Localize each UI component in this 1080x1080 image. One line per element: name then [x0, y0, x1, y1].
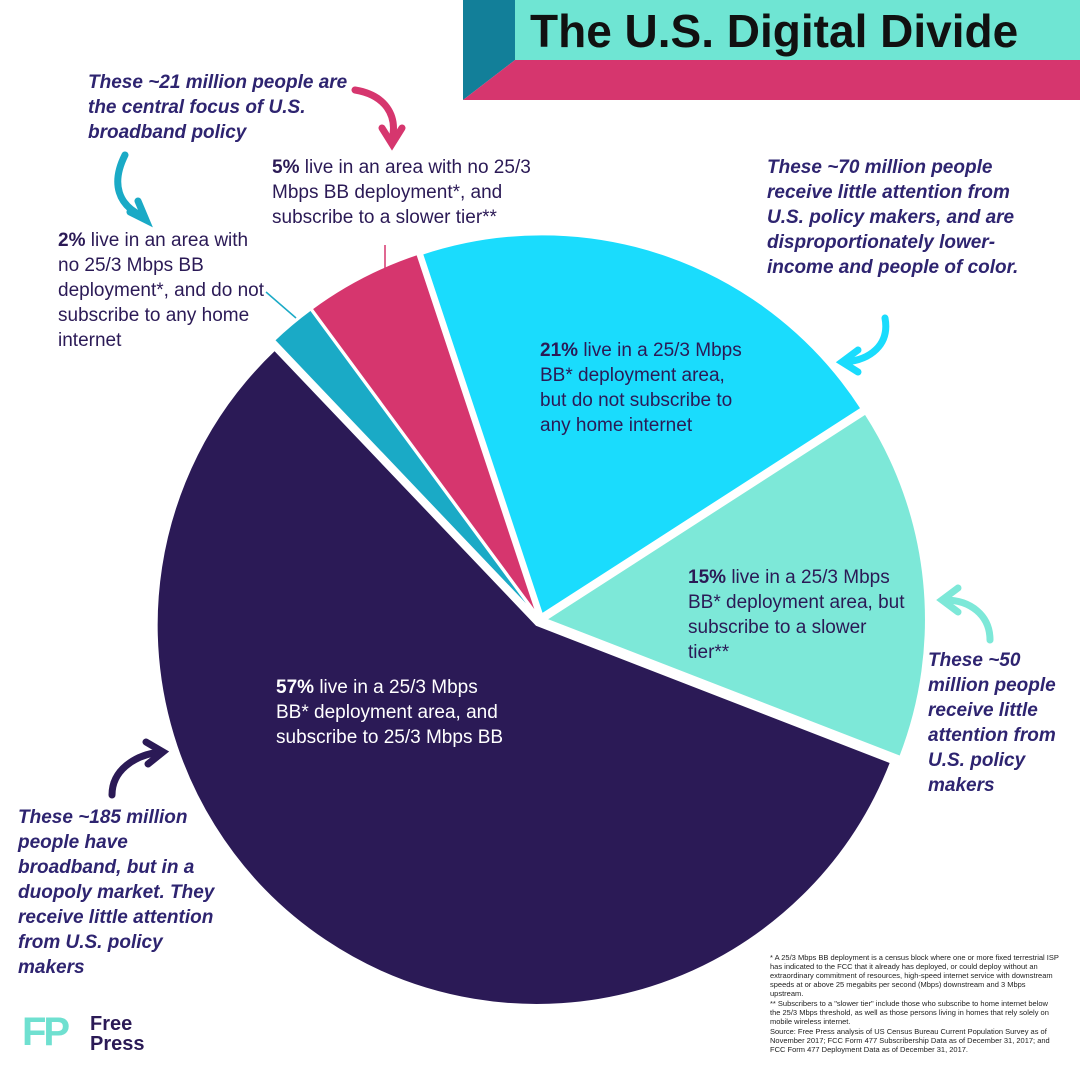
slice-label: 5% live in an area with no 25/3 Mbps BB … [272, 155, 572, 230]
annotation: These ~70 million people receive little … [767, 157, 1019, 278]
slice-value: 15% [688, 567, 727, 588]
slice-text: live in an area with no 25/3 Mbps BB dep… [272, 157, 531, 228]
arrow [351, 86, 397, 144]
logo-line: Free [90, 1013, 133, 1035]
logo-line: Press [90, 1033, 145, 1055]
logo-mark: FP [22, 1010, 70, 1054]
slice-value: 5% [272, 157, 300, 178]
footnote: ** Subscribers to a "slower tier" includ… [770, 999, 1049, 1026]
slice-label: 2% live in an area with no 25/3 Mbps BB … [58, 228, 273, 353]
slice-label: 15% live in a 25/3 Mbps BB* deployment a… [688, 565, 910, 665]
slice-text: live in a 25/3 Mbps BB* deployment area,… [688, 567, 905, 663]
leader-line [265, 291, 297, 319]
slice-text: live in an area with no 25/3 Mbps BB dep… [58, 230, 264, 351]
footnote: * A 25/3 Mbps BB deployment is a census … [770, 953, 1059, 998]
slice-value: 21% [540, 340, 579, 361]
arrow [841, 314, 890, 366]
slice-value: 2% [58, 230, 86, 251]
arrow [835, 346, 862, 376]
arrow [142, 738, 170, 768]
arrow [936, 584, 962, 616]
annotation: These ~50 million people receive little … [928, 650, 1056, 796]
arrow [941, 596, 994, 644]
footnote: Source: Free Press analysis of US Census… [770, 1027, 1050, 1054]
logo-text: Free Press [90, 1014, 145, 1054]
annotation: These ~185 million people have broadband… [18, 807, 215, 978]
pie-slice [543, 412, 927, 759]
chart-title: The U.S. Digital Divide [530, 5, 1019, 57]
pie-slice [310, 252, 539, 616]
slice-label: 57% live in a 25/3 Mbps BB* deployment a… [276, 675, 508, 750]
pie-slice [420, 233, 863, 616]
arrow [126, 197, 153, 228]
footnotes: * A 25/3 Mbps BB deployment is a census … [770, 953, 1060, 1055]
banner-block [463, 0, 515, 100]
arrow [378, 124, 406, 151]
slice-text: live in a 25/3 Mbps BB* deployment area,… [276, 677, 504, 748]
banner-band [515, 0, 1080, 60]
slice-label: 21% live in a 25/3 Mbps BB* deployment a… [540, 338, 755, 438]
banner-stripe [463, 60, 1080, 100]
arrows [108, 86, 994, 799]
pie-slice [155, 348, 893, 1006]
slice-text: live in a 25/3 Mbps BB* deployment area,… [540, 340, 742, 436]
annotation: These ~21 million people are the central… [88, 72, 348, 143]
pie-slice [272, 308, 537, 617]
slice-value: 57% [276, 677, 315, 698]
arrow [108, 748, 164, 799]
